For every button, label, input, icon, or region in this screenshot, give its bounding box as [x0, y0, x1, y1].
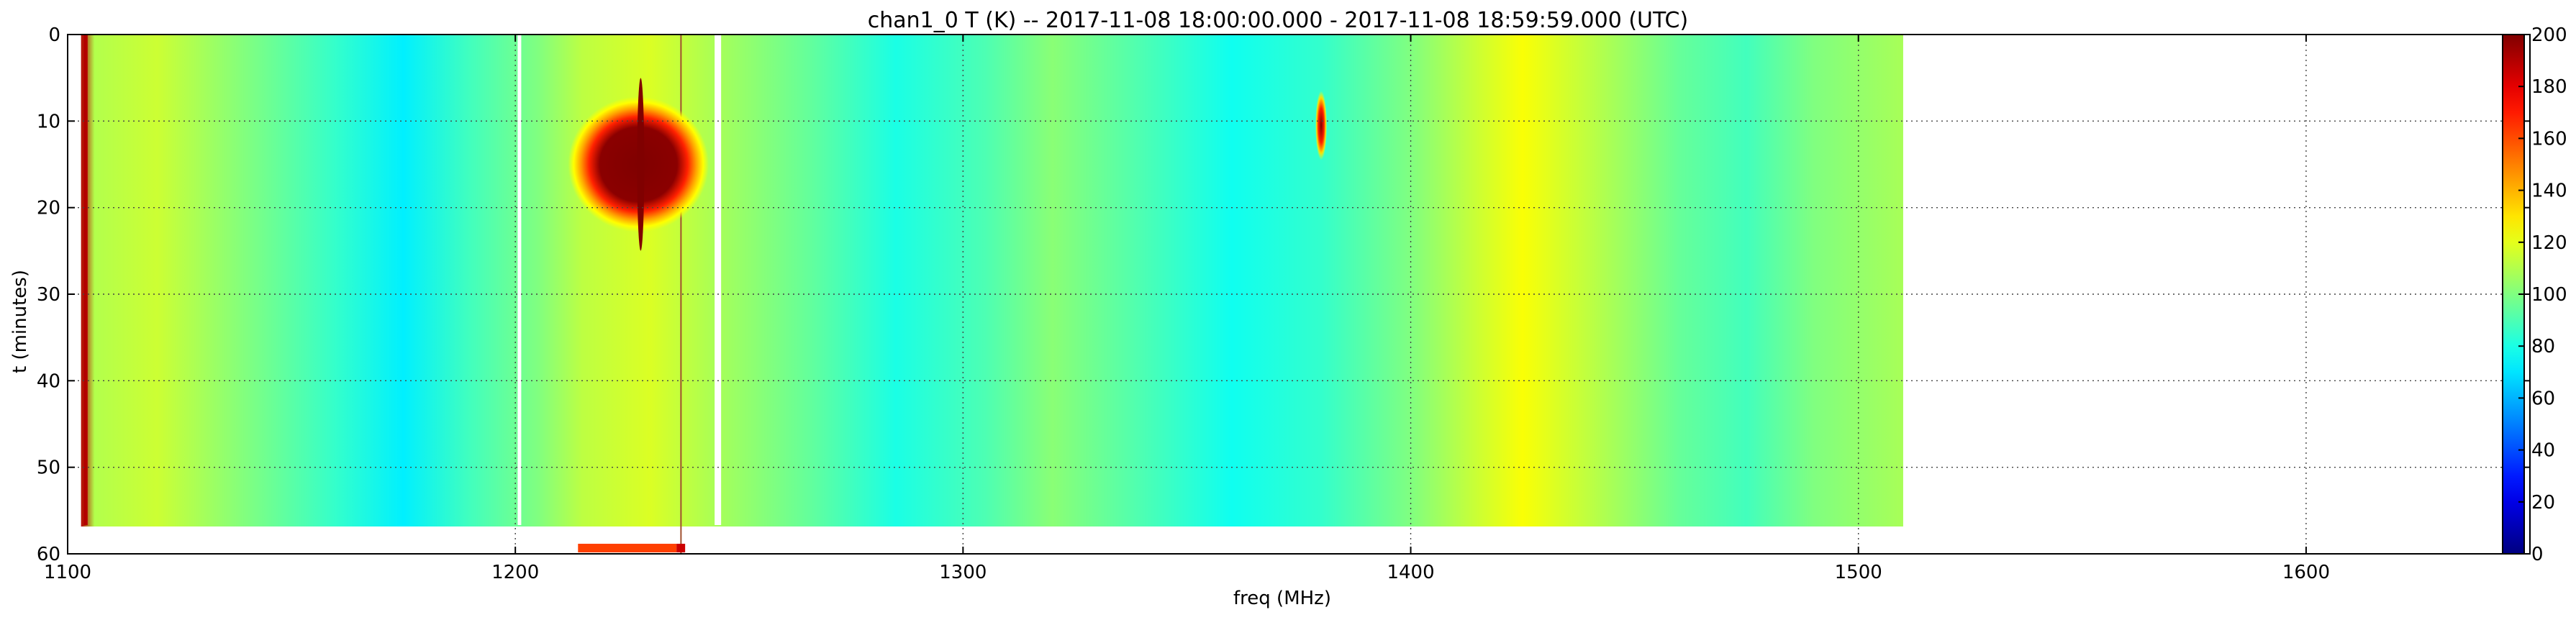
y-tick-label: 30: [37, 284, 60, 306]
y-tick-label: 40: [37, 370, 60, 392]
y-axis-ticks: 0 10 20 30 40 50 60: [37, 24, 2530, 565]
y-tick-label: 60: [37, 544, 60, 565]
x-tick-label: 1200: [491, 562, 539, 583]
colorbar-tick-label: 40: [2531, 440, 2555, 462]
rfi-bottom-band: [578, 544, 677, 552]
x-axis-ticks: 1100 1200 1300 1400 1500 1600: [44, 35, 2330, 583]
flagged-channel: [715, 35, 722, 525]
chart-title: chan1_0 T (K) -- 2017-11-08 18:00:00.000…: [868, 8, 1688, 33]
colorbar-tick-label: 160: [2531, 128, 2567, 150]
colorbar-tick-label: 20: [2531, 492, 2555, 514]
x-axis-label: freq (MHz): [1233, 588, 1331, 609]
y-axis-label: t (minutes): [9, 270, 31, 373]
colorbar-tick-label: 200: [2531, 24, 2567, 46]
y-tick-label: 20: [37, 198, 60, 219]
colorbar-tick-label: 120: [2531, 232, 2567, 254]
spectrogram-data: [81, 35, 1903, 526]
flagged-bottom-region: [81, 526, 1903, 554]
x-tick-label: 1400: [1387, 562, 1434, 583]
colorbar-tick-label: 60: [2531, 388, 2555, 409]
x-tick-label: 1300: [939, 562, 987, 583]
colorbar: 0 20 40 60 80 100 120 140 160 180 200: [2502, 24, 2567, 565]
x-tick-label: 1500: [1835, 562, 1882, 583]
x-tick-label: 1600: [2282, 562, 2330, 583]
colorbar-tick-label: 180: [2531, 76, 2567, 98]
y-tick-label: 10: [37, 111, 60, 132]
y-tick-label: 0: [48, 24, 60, 46]
colorbar-tick-label: 0: [2531, 544, 2544, 565]
colorbar-tick-label: 140: [2531, 181, 2567, 202]
edge-channel-band: [83, 35, 88, 525]
colorbar-tick-label: 100: [2531, 284, 2567, 306]
colorbar-tick-label: 80: [2531, 336, 2555, 357]
plot-area: [67, 34, 2531, 555]
rfi-bottom-spot: [676, 544, 686, 552]
flagged-channel: [517, 35, 522, 525]
y-tick-label: 50: [37, 457, 60, 479]
x-tick-label: 1100: [44, 562, 91, 583]
rfi-spike: [637, 78, 645, 251]
rfi-narrow-blob: [1315, 91, 1328, 160]
